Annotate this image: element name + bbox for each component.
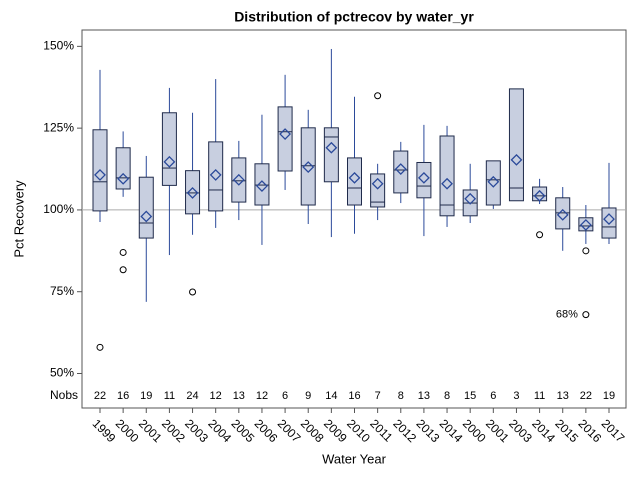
nobs-value: 3 — [513, 390, 519, 402]
y-tick-label: 150% — [43, 39, 74, 53]
chart-title: Distribution of pctrecov by water_yr — [234, 9, 474, 25]
nobs-value: 13 — [557, 390, 569, 402]
mean-marker — [371, 177, 384, 190]
mean-marker — [417, 171, 430, 184]
box — [508, 88, 524, 202]
nobs-value: 7 — [375, 390, 381, 402]
box — [393, 150, 409, 194]
outlier — [119, 266, 127, 274]
mean-marker — [394, 163, 407, 175]
box — [208, 141, 224, 212]
nobs-value: 12 — [210, 390, 222, 402]
mean-marker — [325, 141, 338, 154]
nobs-value: 22 — [580, 390, 592, 402]
box — [323, 127, 339, 183]
nobs-value: 8 — [444, 390, 450, 402]
nobs-value: 16 — [348, 390, 360, 402]
nobs-value: 13 — [233, 390, 245, 402]
mean-marker — [209, 168, 222, 181]
mean-marker — [556, 208, 569, 221]
nobs-value: 16 — [117, 390, 129, 402]
outlier — [189, 288, 197, 296]
mean-marker — [302, 161, 315, 173]
outlier — [374, 92, 382, 100]
outlier — [96, 343, 104, 351]
mean-marker — [533, 189, 546, 202]
box — [161, 112, 177, 186]
box — [185, 170, 201, 215]
box — [601, 207, 617, 239]
box — [347, 157, 362, 206]
mean-marker — [94, 168, 106, 181]
nobs-value: 15 — [464, 390, 476, 402]
mean-marker — [256, 180, 268, 192]
mean-marker — [140, 210, 153, 223]
nobs-value: 11 — [534, 390, 545, 402]
y-tick-label: 75% — [50, 284, 74, 298]
nobs-label: Nobs — [50, 388, 78, 402]
box — [115, 147, 131, 190]
box — [254, 163, 270, 206]
nobs-value: 14 — [325, 390, 337, 402]
nobs-value: 22 — [94, 390, 106, 402]
mean-marker — [348, 171, 361, 184]
box — [416, 161, 432, 199]
y-tick-label: 125% — [43, 120, 74, 134]
nobs-value: 12 — [256, 390, 268, 402]
mean-marker — [441, 177, 453, 190]
mean-marker — [163, 155, 176, 168]
nobs-value: 6 — [490, 390, 496, 402]
outlier — [582, 247, 590, 255]
box — [439, 135, 455, 217]
outlier — [536, 231, 544, 239]
box — [485, 160, 501, 206]
outlier — [582, 311, 590, 319]
mean-marker — [279, 128, 292, 140]
y-tick-label: 100% — [43, 202, 74, 216]
nobs-value: 19 — [603, 390, 615, 402]
mean-marker — [603, 213, 615, 226]
mean-marker — [579, 219, 592, 231]
nobs-value: 19 — [140, 390, 152, 402]
mean-marker — [232, 173, 245, 186]
nobs-value: 13 — [418, 390, 430, 402]
outlier-label: 68% — [556, 309, 578, 321]
nobs-value: 8 — [398, 390, 404, 402]
nobs-value: 9 — [305, 390, 311, 402]
mean-marker — [464, 192, 477, 205]
box — [138, 176, 154, 239]
mean-marker — [510, 153, 523, 166]
nobs-value: 24 — [186, 390, 198, 402]
box — [532, 186, 548, 202]
y-axis-label: Pct Recovery — [11, 180, 26, 258]
nobs-value: 11 — [164, 390, 175, 402]
mean-marker — [117, 172, 130, 185]
box — [231, 157, 247, 203]
mean-marker — [487, 175, 500, 188]
outlier — [119, 248, 127, 256]
box — [300, 127, 316, 206]
mean-marker — [186, 186, 199, 199]
y-tick-label: 50% — [50, 366, 74, 380]
x-axis-label: Water Year — [322, 451, 387, 466]
nobs-value: 6 — [282, 390, 288, 402]
